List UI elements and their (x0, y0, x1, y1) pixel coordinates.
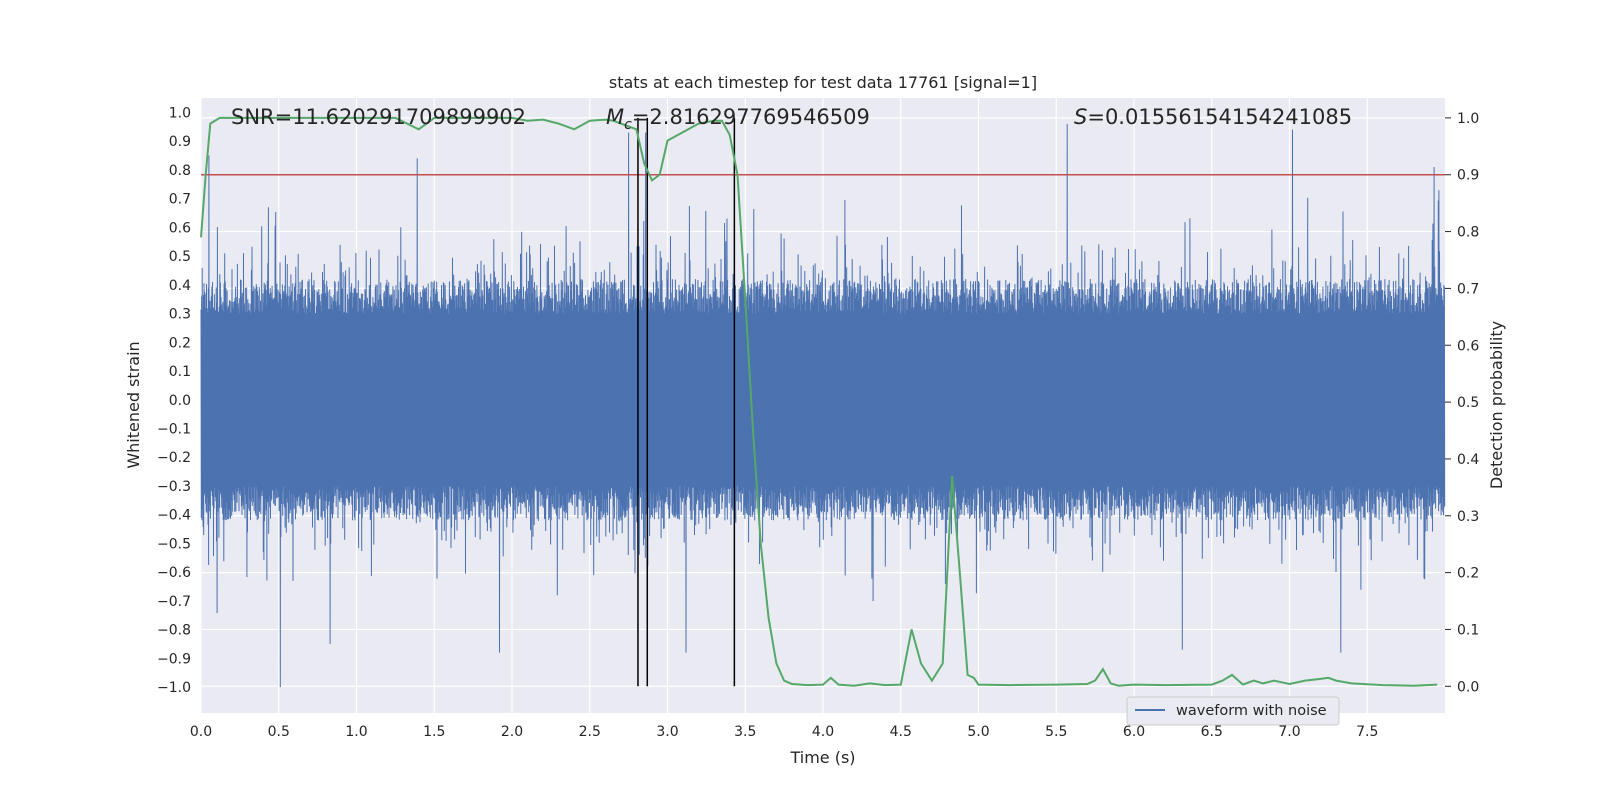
y2-tick-label: 1.0 (1457, 111, 1479, 127)
y-tick-label: 1.0 (169, 105, 191, 121)
y-tick-label: −0.7 (157, 594, 191, 610)
y-tick-label: −0.9 (157, 651, 191, 667)
y-tick-label: −0.8 (157, 623, 191, 639)
x-tick-label: 5.0 (967, 724, 989, 740)
x-tick-label: 6.5 (1201, 724, 1223, 740)
y-tick-label: −0.4 (157, 508, 191, 524)
y-tick-label: 0.2 (169, 335, 191, 351)
s-annotation: S=0.01556154154241085 (1074, 105, 1352, 129)
y-axis-label: Whitened strain (124, 341, 143, 468)
y2-tick-label: 0.3 (1457, 509, 1479, 525)
y2-tick-label: 0.0 (1457, 679, 1479, 695)
vertical-markers (637, 117, 736, 687)
y2-axis-label: Detection probability (1487, 321, 1506, 489)
right-axis-ticks: 0.0 0.1 0.2 0.3 0.4 0.5 0.6 0.7 0.8 0.9 1.0 (1445, 111, 1479, 695)
legend-label: waveform with noise (1176, 703, 1327, 719)
legend: waveform with noise (1126, 696, 1340, 726)
waveform-series (200, 123, 1446, 688)
y-tick-label: 0.8 (169, 163, 191, 179)
waveform-line (200, 123, 1446, 688)
x-axis-ticks: 0.0 0.5 1.0 1.5 2.0 2.5 3.0 3.5 4.0 4.5 5.0 5.5 6.0 6… (190, 724, 1379, 740)
y2-tick-label: 0.7 (1457, 281, 1479, 297)
x-tick-label: 7.5 (1356, 724, 1378, 740)
chirp-mass-annotation: Mc=2.816297769546509 (606, 105, 870, 133)
probability-line (200, 116, 1438, 687)
snr-annotation: SNR=11.620291709899902 (231, 105, 526, 129)
y2-tick-label: 0.8 (1457, 225, 1479, 241)
y-tick-label: 0.7 (169, 192, 191, 208)
x-tick-label: 0.0 (190, 724, 212, 740)
y-tick-label: 0.3 (169, 307, 191, 323)
y-tick-label: 0.9 (169, 134, 191, 150)
y-tick-label: 0.6 (169, 220, 191, 236)
y-tick-label: −0.2 (157, 450, 191, 466)
legend-box (1126, 696, 1340, 726)
x-tick-label: 5.5 (1045, 724, 1067, 740)
y-tick-label: 0.5 (169, 249, 191, 265)
x-tick-label: 4.5 (890, 724, 912, 740)
x-axis-label: Time (s) (789, 748, 855, 767)
x-tick-label: 4.0 (812, 724, 834, 740)
left-axis-ticks: −1.0 −0.9 −0.8 −0.7 −0.6 −0.5 −0.4 −0.3 −0.2 −0.1… (157, 105, 191, 696)
y-tick-label: 0.4 (169, 278, 191, 294)
x-tick-label: 2.0 (501, 724, 523, 740)
chart-title: stats at each timestep for test data 177… (609, 73, 1037, 92)
x-tick-label: 2.5 (579, 724, 601, 740)
x-tick-label: 0.5 (268, 724, 290, 740)
y-tick-label: 0.1 (169, 364, 191, 380)
y-tick-label: −0.6 (157, 565, 191, 581)
y2-tick-label: 0.4 (1457, 452, 1479, 468)
y-tick-label: −0.1 (157, 421, 191, 437)
y2-tick-label: 0.6 (1457, 338, 1479, 354)
y2-tick-label: 0.9 (1457, 168, 1479, 184)
y-tick-label: −0.5 (157, 536, 191, 552)
x-tick-label: 3.5 (734, 724, 756, 740)
y2-tick-label: 0.1 (1457, 622, 1479, 638)
x-tick-label: 1.0 (345, 724, 367, 740)
y-tick-label: 0.0 (169, 393, 191, 409)
x-tick-label: 1.5 (423, 724, 445, 740)
x-tick-label: 3.0 (656, 724, 678, 740)
y-tick-label: −0.3 (157, 479, 191, 495)
probability-series (200, 116, 1438, 687)
x-tick-label: 6.0 (1123, 724, 1145, 740)
y2-tick-label: 0.2 (1457, 566, 1479, 582)
x-tick-label: 7.0 (1278, 724, 1300, 740)
y-tick-label: −1.0 (157, 680, 191, 696)
y2-tick-label: 0.5 (1457, 395, 1479, 411)
